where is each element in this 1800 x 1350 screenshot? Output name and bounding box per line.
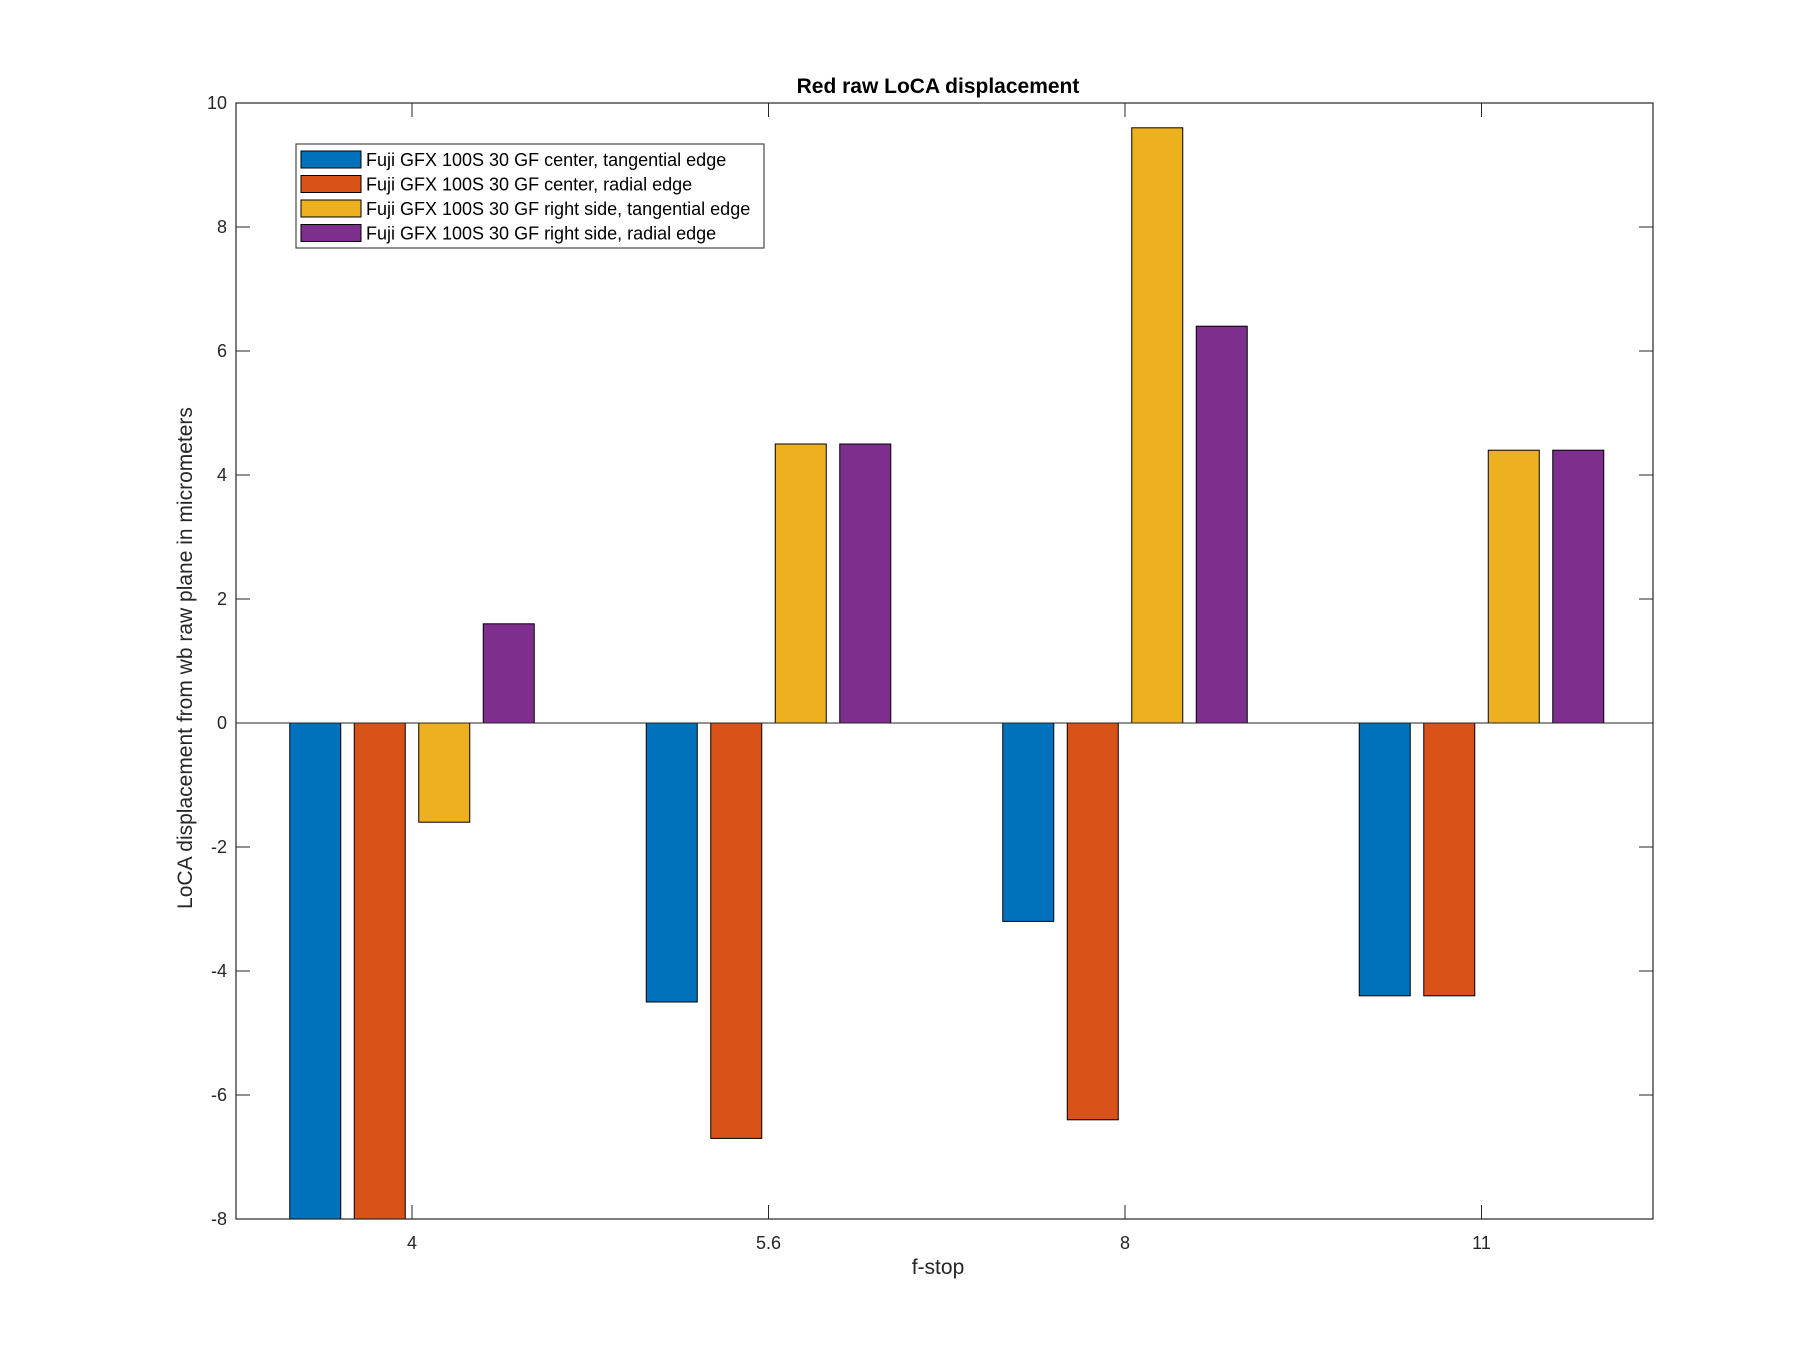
bar-series-2-4 — [353, 722, 406, 1220]
legend-swatch — [300, 224, 362, 242]
x-axis: 4 5.6 8 11 — [407, 103, 1491, 1253]
legend-swatch — [300, 150, 362, 169]
legend: Fuji GFX 100S 30 GF center, tangential e… — [295, 143, 765, 249]
bar-series-2-5-6 — [710, 722, 763, 1139]
bar-series-1-11 — [1358, 722, 1411, 997]
y-axis: -8 -6 -4 -2 0 2 4 6 8 10 — [207, 93, 1653, 1229]
bars-layer — [289, 127, 1605, 1220]
x-tick-label: 5.6 — [756, 1233, 781, 1253]
bar-series-2-11 — [1423, 722, 1476, 997]
x-axis-label: f-stop — [912, 1256, 965, 1279]
bar-series-3-4 — [418, 722, 471, 823]
x-tick-label: 11 — [1472, 1233, 1491, 1253]
bar-series-4-8 — [1195, 325, 1248, 724]
y-tick-label: -6 — [211, 1085, 227, 1105]
legend-entry-label: Fuji GFX 100S 30 GF center, tangential e… — [366, 150, 726, 170]
bar-series-4-5-6 — [839, 443, 892, 724]
x-tick-label: 4 — [407, 1233, 417, 1253]
legend-entry-label: Fuji GFX 100S 30 GF right side, radial e… — [366, 224, 716, 244]
legend-entry-label: Fuji GFX 100S 30 GF right side, tangenti… — [366, 199, 750, 219]
chart-title: Red raw LoCA displacement — [797, 75, 1080, 98]
legend-swatch — [300, 199, 362, 218]
bar-series-2-8 — [1066, 722, 1119, 1121]
y-tick-label: 8 — [217, 217, 227, 237]
bar-series-4-4 — [482, 623, 535, 724]
plot-area-frame — [235, 102, 1654, 1220]
bar-series-1-5-6 — [645, 722, 698, 1003]
y-tick-label: -2 — [211, 837, 227, 857]
x-tick-label: 8 — [1120, 1233, 1130, 1253]
legend-entry-label: Fuji GFX 100S 30 GF center, radial edge — [366, 175, 692, 195]
bar-series-4-11 — [1552, 449, 1605, 724]
y-tick-label: 6 — [217, 341, 227, 361]
y-tick-label: 4 — [217, 465, 227, 485]
y-tick-label: -4 — [211, 961, 227, 981]
y-axis-label: LoCA displacement from wb raw plane in m… — [174, 407, 197, 909]
bar-series-1-4 — [289, 722, 342, 1220]
y-tick-label: 0 — [217, 713, 227, 733]
legend-box — [295, 143, 765, 249]
bar-series-3-11 — [1487, 449, 1540, 724]
y-tick-label: -8 — [211, 1209, 227, 1229]
bar-series-3-8 — [1131, 127, 1184, 724]
y-tick-label: 10 — [207, 93, 227, 113]
y-tick-label: 2 — [217, 589, 227, 609]
bar-series-1-8 — [1002, 722, 1055, 922]
legend-swatch — [300, 175, 362, 193]
bar-series-3-5-6 — [774, 443, 827, 724]
